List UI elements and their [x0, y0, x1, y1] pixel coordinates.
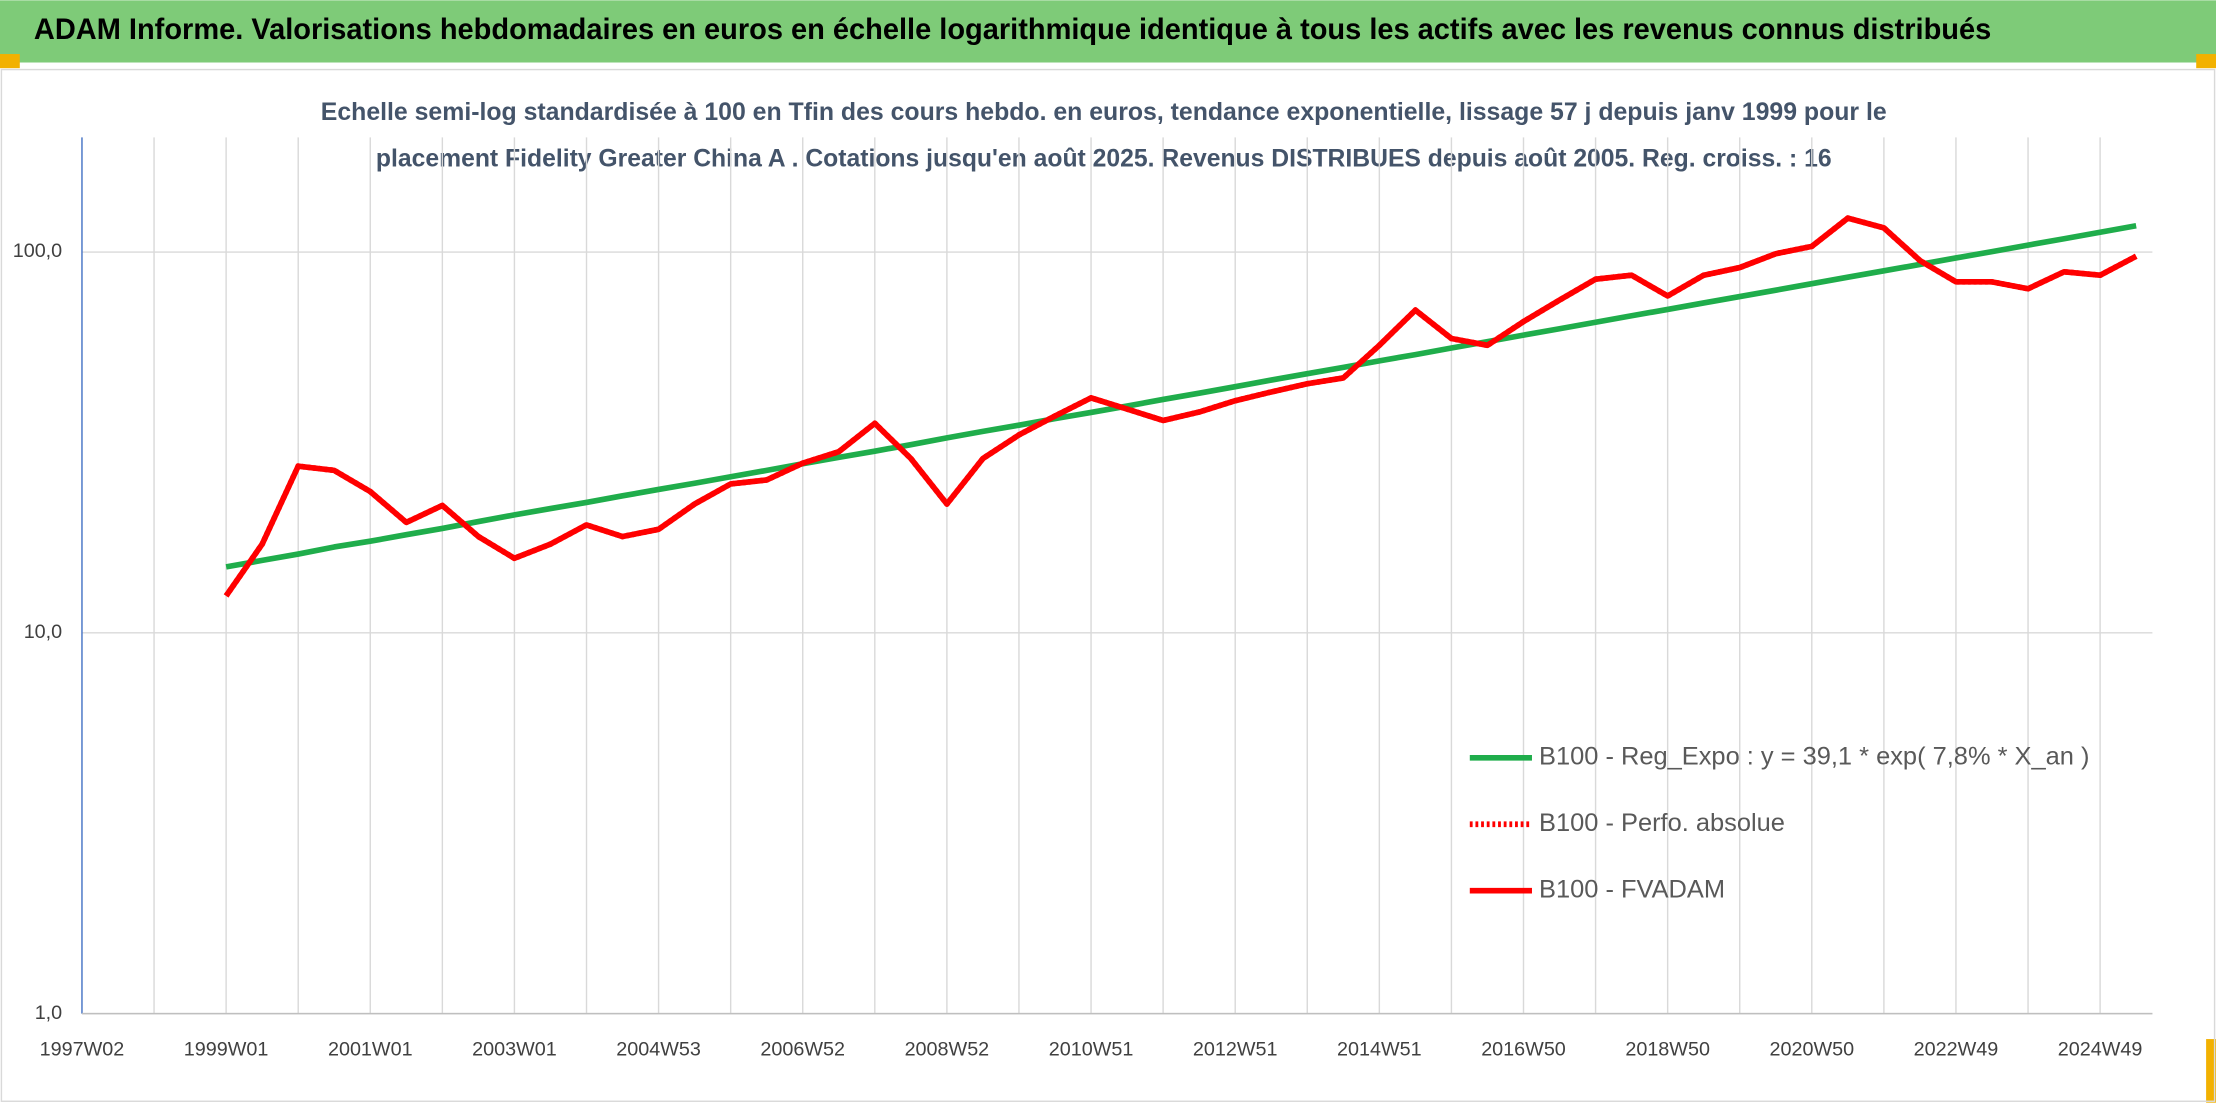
x-tick-label: 2020W50: [1769, 1039, 1854, 1061]
y-tick-label: 100,0: [13, 240, 62, 262]
data-line: [225, 222, 2137, 570]
x-tick-label: 2001W01: [328, 1039, 413, 1061]
x-tick-label: 2004W53: [616, 1039, 701, 1061]
x-tick-label: 2024W49: [2058, 1039, 2143, 1061]
corner-marker: [2196, 54, 2216, 69]
x-tick-label: 2014W51: [1337, 1039, 1422, 1061]
legend-label: B100 - Reg_Expo : y = 39,1 * exp( 7,8% *…: [1539, 743, 2089, 771]
x-tick-label: 2006W52: [760, 1039, 845, 1061]
x-tick-label: 2008W52: [905, 1039, 990, 1061]
header-bar: [0, 0, 2216, 63]
x-tick-label: 2003W01: [472, 1039, 557, 1061]
x-tick-label: 1999W01: [184, 1039, 269, 1061]
corner-marker: [2206, 1039, 2216, 1103]
x-tick-label: 2022W49: [1914, 1039, 1999, 1061]
legend-label: B100 - Perfo. absolue: [1539, 809, 1785, 837]
chart-frame: [0, 68, 2216, 1102]
x-tick-label: 2016W50: [1481, 1039, 1566, 1061]
data-line: [223, 215, 2138, 598]
y-tick-label: 1,0: [35, 1002, 62, 1024]
legend-label: B100 - FVADAM: [1539, 875, 1725, 903]
y-tick-label: 10,0: [24, 621, 62, 643]
x-tick-label: 2012W51: [1193, 1039, 1278, 1061]
x-tick-label: 2018W50: [1625, 1039, 1710, 1061]
chart-subtitle: Echelle semi-log standardisée à 100 en T…: [321, 98, 1887, 126]
corner-marker: [0, 54, 20, 69]
x-tick-label: 1997W02: [40, 1039, 125, 1061]
x-tick-label: 2010W51: [1049, 1039, 1134, 1061]
chart-subtitle: placement Fidelity Greater China A . Cot…: [376, 145, 1832, 173]
chart-title: ADAM Informe. Valorisations hebdomadaire…: [34, 13, 1991, 46]
